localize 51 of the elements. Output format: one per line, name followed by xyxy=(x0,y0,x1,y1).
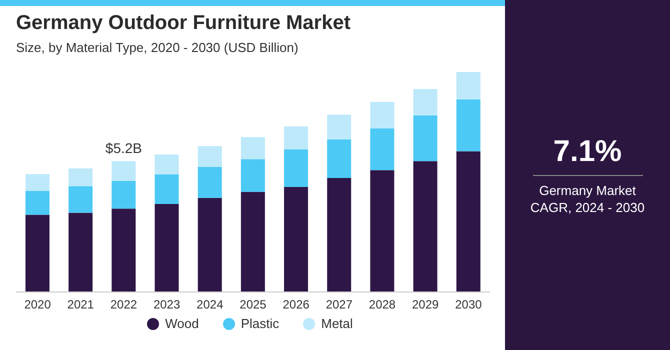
x-tick-label: 2024 xyxy=(196,298,224,312)
x-tick-label: 2026 xyxy=(282,298,310,312)
legend-label: Plastic xyxy=(240,316,280,331)
chart-subtitle: Size, by Material Type, 2020 - 2030 (USD Billion) xyxy=(16,40,298,55)
bar xyxy=(327,178,352,292)
bar xyxy=(370,128,394,170)
bar xyxy=(154,204,179,292)
bar xyxy=(284,149,308,188)
bar xyxy=(68,212,93,292)
bar xyxy=(240,137,265,160)
x-tick-label: 2021 xyxy=(67,298,94,312)
legend-label: Metal xyxy=(321,316,353,331)
bar xyxy=(112,208,136,292)
x-tick-label: 2029 xyxy=(412,298,440,312)
bar xyxy=(240,159,265,192)
bar xyxy=(413,116,438,162)
bar xyxy=(112,180,136,209)
chart-title: Germany Outdoor Furniture Market xyxy=(16,12,350,35)
bar xyxy=(327,139,352,178)
bar xyxy=(112,161,136,181)
x-tick-label: 2027 xyxy=(326,298,353,312)
bar xyxy=(198,198,222,292)
highlight-panel: 7.1% Germany Market CAGR, 2024 - 2030 xyxy=(505,0,670,350)
legend-label: Wood xyxy=(165,316,199,331)
bar xyxy=(456,151,480,292)
bar xyxy=(68,168,93,186)
x-tick-label: 2028 xyxy=(368,298,396,312)
x-tick-label: 2025 xyxy=(240,298,267,312)
x-tick-label: 2023 xyxy=(153,298,180,312)
bar xyxy=(327,114,352,140)
x-tick-label: 2030 xyxy=(455,298,482,312)
annotation: $5.2B xyxy=(105,140,142,156)
bar xyxy=(284,126,308,150)
x-tick-label: 2020 xyxy=(24,298,52,312)
bar xyxy=(68,186,93,213)
bar xyxy=(370,102,394,129)
bar xyxy=(154,174,179,204)
x-tick-label: 2022 xyxy=(110,298,138,312)
bar xyxy=(370,170,394,292)
bar xyxy=(25,191,50,215)
bar xyxy=(25,214,50,292)
bar xyxy=(456,100,480,152)
bar xyxy=(198,146,222,168)
bar xyxy=(413,161,438,292)
bar xyxy=(284,187,308,292)
bar xyxy=(413,88,438,116)
bar xyxy=(240,192,265,292)
bar xyxy=(25,174,50,192)
bar xyxy=(198,167,222,198)
bar xyxy=(154,154,179,174)
bar xyxy=(456,72,480,100)
